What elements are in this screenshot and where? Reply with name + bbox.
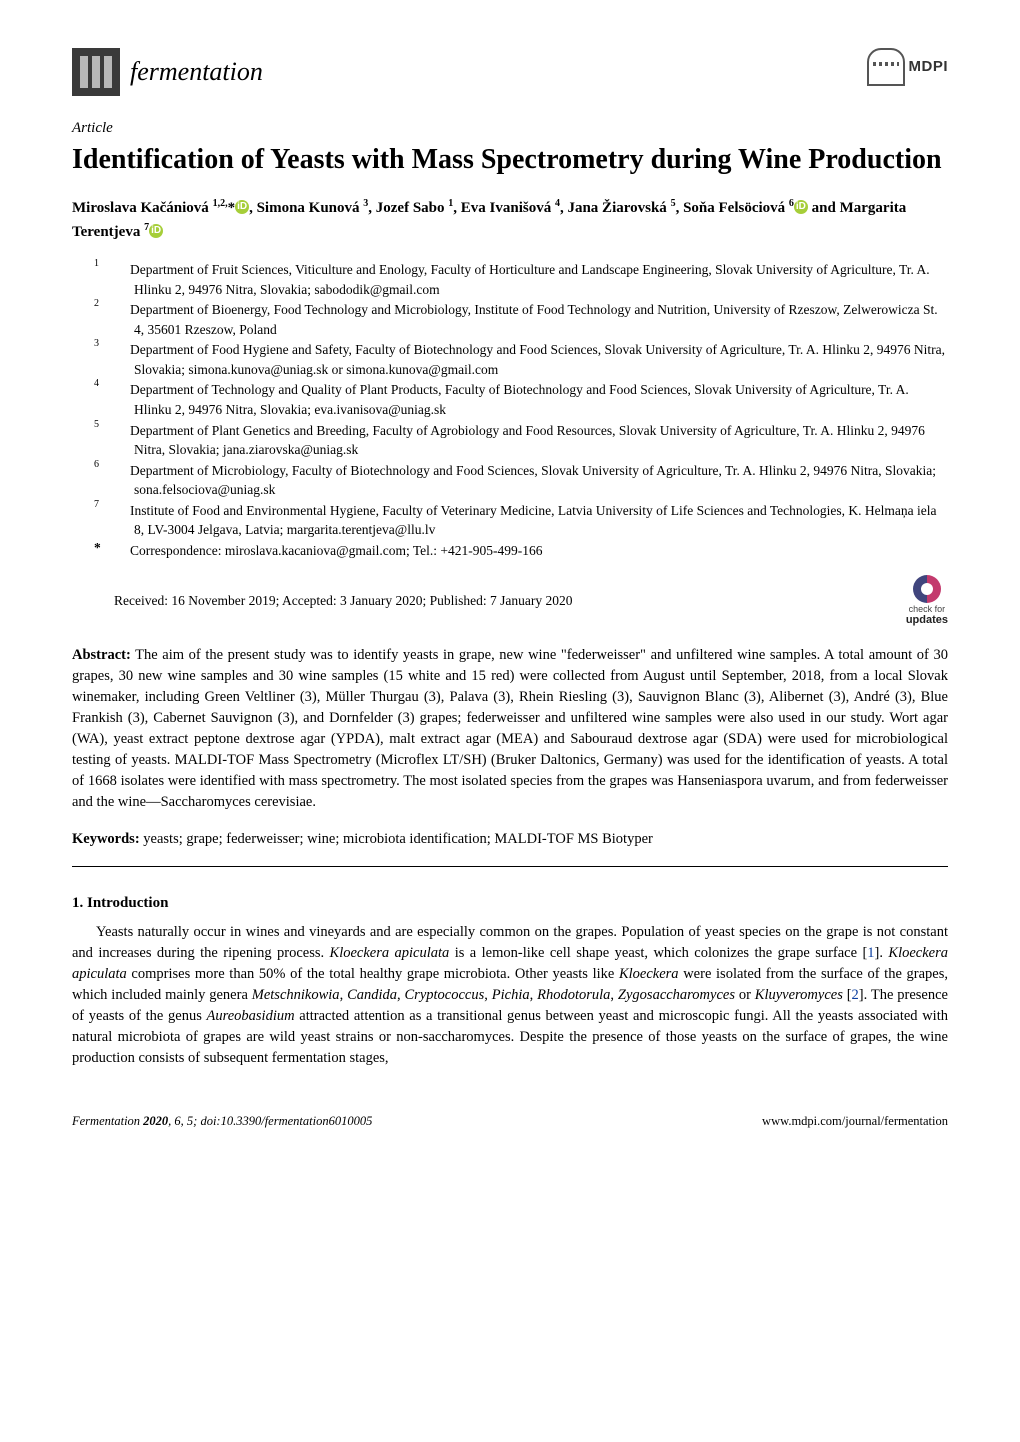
mdpi-logo-icon: [867, 48, 905, 86]
mdpi-text: MDPI: [909, 56, 949, 78]
section-divider: [72, 866, 948, 867]
check-for-updates-badge[interactable]: check for updates: [906, 575, 948, 627]
correspondence-item: *Correspondence: miroslava.kacaniova@gma…: [114, 541, 948, 561]
authors-line: Miroslava Kačániová 1,2,*iD, Simona Kuno…: [72, 196, 948, 245]
journal-name: fermentation: [130, 53, 263, 91]
affiliation-item: 6Department of Microbiology, Faculty of …: [114, 461, 948, 500]
orcid-icon: iD: [235, 200, 249, 214]
affiliation-item: 1Department of Fruit Sciences, Viticultu…: [114, 260, 948, 299]
footer-journal-url: www.mdpi.com/journal/fermentation: [762, 1112, 948, 1130]
check-updates-text: check for updates: [906, 605, 948, 627]
section-heading-introduction: 1. Introduction: [72, 893, 948, 915]
article-type-label: Article: [72, 118, 948, 140]
keywords-text: yeasts; grape; federweisser; wine; micro…: [140, 831, 653, 847]
affiliation-item: 3Department of Food Hygiene and Safety, …: [114, 340, 948, 379]
page-footer: Fermentation 2020, 6, 5; doi:10.3390/fer…: [72, 1106, 948, 1130]
journal-logo-icon: [72, 48, 120, 96]
affiliation-item: 2Department of Bioenergy, Food Technolog…: [114, 300, 948, 339]
affiliation-item: 5Department of Plant Genetics and Breedi…: [114, 421, 948, 460]
affiliation-item: 7Institute of Food and Environmental Hyg…: [114, 501, 948, 540]
footer-citation: Fermentation 2020, 6, 5; doi:10.3390/fer…: [72, 1112, 372, 1130]
orcid-icon: iD: [149, 224, 163, 238]
journal-block: fermentation: [72, 48, 263, 96]
abstract-label: Abstract:: [72, 647, 131, 663]
publication-dates: Received: 16 November 2019; Accepted: 3 …: [114, 591, 573, 611]
keywords-label: Keywords:: [72, 831, 140, 847]
article-title: Identification of Yeasts with Mass Spect…: [72, 142, 948, 178]
abstract-paragraph: Abstract: The aim of the present study w…: [72, 645, 948, 813]
keywords-paragraph: Keywords: yeasts; grape; federweisser; w…: [72, 829, 948, 850]
header-row: fermentation MDPI: [72, 48, 948, 96]
introduction-paragraph: Yeasts naturally occur in wines and vine…: [72, 922, 948, 1069]
affiliation-item: 4Department of Technology and Quality of…: [114, 380, 948, 419]
abstract-text: The aim of the present study was to iden…: [72, 647, 948, 810]
publisher-block: MDPI: [867, 48, 949, 86]
crossmark-icon: [913, 575, 941, 603]
orcid-icon: iD: [794, 200, 808, 214]
dates-row: Received: 16 November 2019; Accepted: 3 …: [72, 575, 948, 627]
affiliations-list: 1Department of Fruit Sciences, Viticultu…: [72, 260, 948, 560]
